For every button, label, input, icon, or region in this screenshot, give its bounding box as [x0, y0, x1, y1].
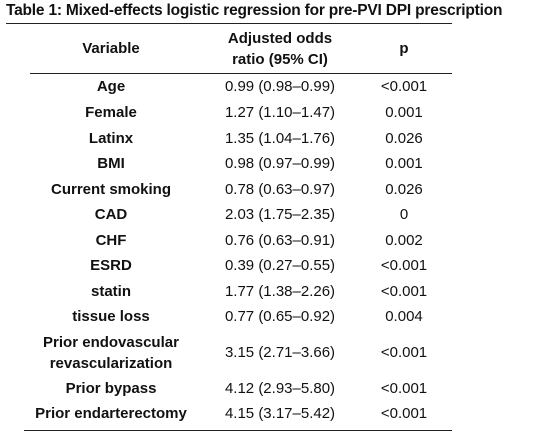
row-variable: CAD	[94, 206, 128, 224]
row-p-value: 0	[399, 206, 409, 224]
row-p-value: 0.002	[385, 231, 423, 249]
table-row: Age 0.99 (0.98–0.99) <0.001	[18, 73, 452, 100]
row-variable: Prior endarterectomy	[35, 405, 187, 422]
row-odds-ratio: 0.99 (0.98–0.99)	[224, 78, 336, 95]
row-odds-ratio: 1.35 (1.04–1.76)	[224, 129, 336, 147]
row-p-value: <0.001	[380, 405, 428, 422]
header-rule	[30, 73, 452, 74]
row-odds-ratio: 1.77 (1.38–2.26)	[224, 282, 336, 300]
table-row: Prior endarterectomy 4.15 (3.17–5.42) <0…	[18, 401, 452, 426]
regression-table: Variable Adjusted odds ratio (95% CI) p …	[18, 24, 452, 426]
row-odds-ratio: 0.78 (0.63–0.97)	[224, 180, 336, 198]
row-p-value: 0.026	[385, 180, 423, 198]
row-variable: statin	[90, 282, 131, 300]
row-p-value: <0.001	[380, 78, 428, 95]
row-p-value: 0.026	[385, 129, 423, 147]
table-row: CAD 2.03 (1.75–2.35) 0	[18, 202, 452, 228]
row-odds-ratio: 3.15 (2.71–3.66)	[224, 344, 336, 361]
table-row: statin 1.77 (1.38–2.26) <0.001	[18, 279, 452, 305]
row-variable: tissue loss	[72, 308, 150, 326]
row-variable: Latinx	[88, 129, 134, 147]
row-p-value: 0.001	[385, 104, 423, 122]
table-caption: Table 1: Mixed-effects logistic regressi…	[6, 2, 503, 19]
row-variable: Age	[96, 78, 126, 95]
row-p-value: <0.001	[380, 379, 428, 397]
row-variable: Prior bypass	[65, 379, 157, 397]
row-odds-ratio: 4.15 (3.17–5.42)	[224, 405, 336, 422]
row-odds-ratio: 1.27 (1.10–1.47)	[224, 104, 336, 122]
row-odds-ratio: 0.77 (0.65–0.92)	[224, 308, 336, 326]
row-variable: Current smoking	[50, 180, 171, 198]
row-variable: BMI	[97, 155, 125, 173]
table-row: BMI 0.98 (0.97–0.99) 0.001	[18, 151, 452, 177]
header-odds-ratio-line2: ratio (95% CI)	[232, 50, 328, 68]
row-variable: Prior endovascular revascularization	[18, 330, 204, 376]
top-rule	[6, 23, 452, 24]
table-row: CHF 0.76 (0.63–0.91) 0.002	[18, 228, 452, 254]
header-variable: Variable	[82, 40, 140, 57]
table-row: ESRD 0.39 (0.27–0.55) <0.001	[18, 253, 452, 279]
row-p-value: <0.001	[380, 257, 428, 275]
header-odds-ratio: Adjusted odds ratio (95% CI)	[204, 24, 356, 73]
table-row: tissue loss 0.77 (0.65–0.92) 0.004	[18, 304, 452, 330]
table-row: Prior bypass 4.12 (2.93–5.80) <0.001	[18, 376, 452, 402]
row-p-value: 0.004	[385, 308, 423, 326]
row-odds-ratio: 0.76 (0.63–0.91)	[224, 231, 336, 249]
row-variable-line2: revascularization	[49, 354, 173, 372]
row-variable: CHF	[95, 231, 127, 249]
table-row: Female 1.27 (1.10–1.47) 0.001	[18, 100, 452, 126]
row-variable: Female	[85, 104, 137, 122]
row-p-value: 0.001	[385, 155, 423, 173]
row-p-value: <0.001	[380, 282, 428, 300]
row-odds-ratio: 0.98 (0.97–0.99)	[224, 155, 336, 173]
header-odds-ratio-line1: Adjusted odds	[227, 29, 333, 47]
row-odds-ratio: 0.39 (0.27–0.55)	[224, 257, 336, 275]
row-odds-ratio: 2.03 (1.75–2.35)	[224, 206, 336, 224]
bottom-rule	[24, 430, 452, 431]
header-p: p	[399, 40, 409, 57]
row-p-value: <0.001	[380, 344, 428, 361]
table-row: Prior endovascular revascularization 3.1…	[18, 330, 452, 376]
row-variable-line1: Prior endovascular	[43, 333, 179, 351]
row-odds-ratio: 4.12 (2.93–5.80)	[224, 379, 336, 397]
table-row: Latinx 1.35 (1.04–1.76) 0.026	[18, 126, 452, 152]
header-row: Variable Adjusted odds ratio (95% CI) p	[18, 24, 452, 73]
table-row: Current smoking 0.78 (0.63–0.97) 0.026	[18, 177, 452, 203]
row-variable: ESRD	[90, 257, 132, 275]
